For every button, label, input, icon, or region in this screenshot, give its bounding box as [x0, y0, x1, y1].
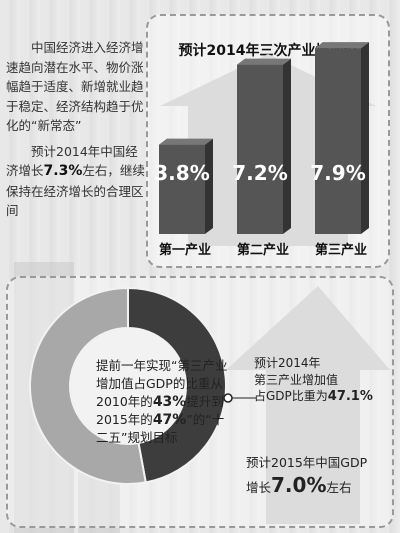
donut-text-a: 提前一年实现“第三产业增加值占GDP的比重从2010年的 — [96, 358, 228, 409]
intro-text: 中国经济进入经济增速趋向潜在水平、物价涨幅趋于适度、新增就业趋于稳定、经济结构趋… — [6, 38, 146, 227]
bar-chart: 3.8% 第一产业 7.2% 第二产业 7.9% 第三产业 — [154, 42, 376, 258]
bar-side — [361, 42, 369, 234]
donut-center-text: 提前一年实现“第三产业增加值占GDP的比重从2010年的43%提升到2015年的… — [96, 357, 234, 447]
annotation2-line1: 预计2015年中国GDP — [246, 455, 368, 470]
annotation1-line3: 占GDP比重为47.1% — [254, 388, 389, 406]
donut-hole — [71, 329, 185, 443]
annotation2-value: 7.0% — [271, 473, 327, 497]
bar-top — [159, 138, 213, 145]
bar-value-label: 7.2% — [232, 161, 287, 185]
bar — [315, 48, 361, 234]
donut-share-2010: 43% — [152, 394, 187, 410]
donut-text-e: ”的“十二五”规划目标 — [96, 412, 225, 445]
intro-p2-prefix: 预计2014年中国经济增长 — [6, 143, 138, 179]
annotation-gdp-2015: 预计2015年中国GDP 增长7.0%左右 — [246, 452, 394, 499]
bar-side — [283, 58, 291, 235]
intro-gdp-growth-2014: 7.3% — [43, 163, 83, 179]
annotation1-line1: 预计2014年 — [254, 356, 321, 370]
annotation1-line3-text: 占GDP比重为 — [254, 389, 328, 403]
intro-p2-suffix: 左右，继续保持在经济增长的合理区间 — [6, 163, 145, 218]
bar-top — [315, 42, 369, 49]
donut-slice — [29, 286, 147, 485]
bottom-panel — [6, 276, 394, 528]
annotation1-value: 47.1% — [327, 389, 373, 404]
intro-paragraph-1: 中国经济进入经济增速趋向潜在水平、物价涨幅趋于适度、新增就业趋于稳定、经济结构趋… — [6, 38, 146, 136]
background-up-arrow — [226, 286, 390, 524]
bar — [159, 144, 205, 234]
bar-category-label: 第三产业 — [315, 242, 367, 258]
intro-paragraph-2: 预计2014年中国经济增长7.3%左右，继续保持在经济增长的合理区间 — [6, 142, 146, 221]
annotation1-line2: 第三产业增加值 — [254, 372, 339, 387]
bar-chart-panel: 预计2014年三次产业增加值 3.8% 第一产业 7.2% 第二产业 7.9% 第三产业 — [146, 14, 390, 268]
bar-side — [205, 138, 213, 234]
annotation2-line2: 增长7.0%左右 — [246, 474, 394, 499]
donut-text-c: 提升到2015年的 — [96, 394, 224, 427]
bar-value-label: 7.9% — [310, 161, 365, 185]
bar-category-label: 第二产业 — [237, 242, 289, 258]
annotation2-prefix: 增长 — [246, 480, 272, 495]
annotation2-suffix: 左右 — [326, 480, 352, 495]
bar-category-label: 第一产业 — [159, 242, 211, 258]
bar — [237, 64, 283, 235]
intro-p1-text: 中国经济进入经济增速趋向潜在水平、物价涨幅趋于适度、新增就业趋于稳定、经济结构趋… — [6, 40, 144, 133]
donut-slice — [127, 286, 227, 484]
bar-chart-title: 预计2014年三次产业增加值 — [178, 43, 358, 59]
bar-value-label: 3.8% — [154, 161, 209, 185]
bar-top — [237, 58, 291, 65]
annotation-tertiary-share: 预计2014年 第三产业增加值 占GDP比重为47.1% — [254, 355, 389, 406]
donut-chart — [29, 286, 390, 524]
donut-share-2015: 47% — [152, 412, 187, 428]
